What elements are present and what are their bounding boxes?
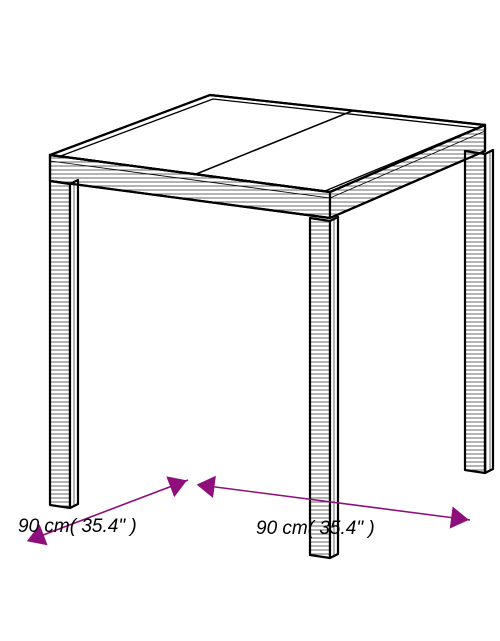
dimension-label-width: 90 cm( 35.4" ) bbox=[256, 518, 375, 540]
dimension-label-depth: 90 cm( 35.4" ) bbox=[18, 516, 137, 538]
diagram-stage: 90 cm( 35.4" ) 90 cm( 35.4" ) bbox=[0, 0, 500, 641]
table-dimension-drawing bbox=[0, 0, 500, 641]
